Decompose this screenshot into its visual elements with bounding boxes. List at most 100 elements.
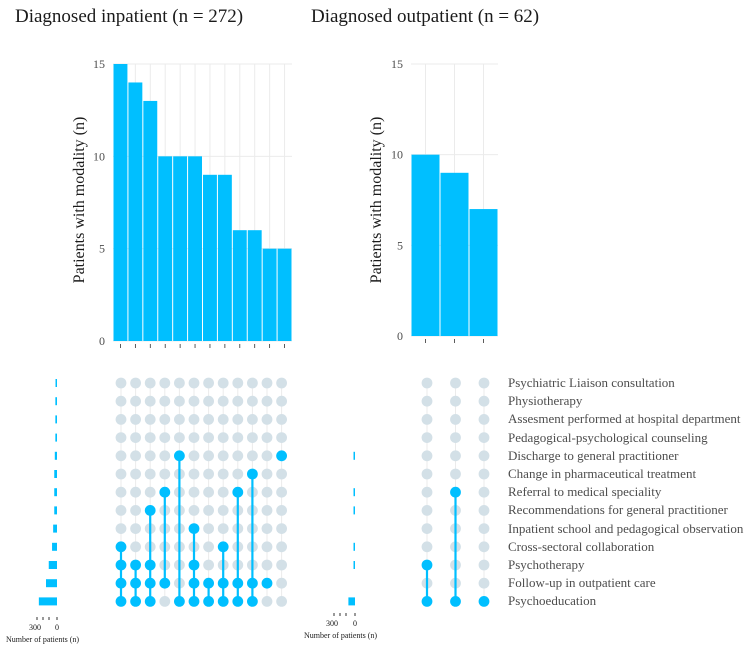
intersection-bar [128, 82, 143, 341]
matrix-dot-inactive [203, 432, 215, 443]
matrix-dot-inactive [217, 450, 229, 462]
matrix-dot-inactive [478, 541, 490, 553]
matrix-dot-inactive [450, 450, 461, 462]
matrix-dot-inactive [115, 468, 127, 480]
matrix-dot-inactive [130, 432, 142, 443]
matrix-dot-active [261, 577, 273, 589]
matrix-dot-inactive [144, 414, 156, 425]
intersection-bar [217, 174, 232, 341]
matrix-dot-inactive [115, 523, 127, 534]
matrix-dot-inactive [247, 377, 258, 389]
matrix-dot-inactive [276, 468, 287, 480]
matrix-dot-inactive [478, 377, 490, 389]
matrix-dot-inactive [450, 468, 461, 480]
matrix-dot-inactive [203, 523, 215, 534]
intersection-bar [411, 154, 440, 336]
set-size-tick-label: 0 [55, 623, 59, 632]
set-size-bar [54, 451, 57, 460]
matrix-dot-inactive [478, 395, 490, 407]
matrix-dot-inactive [159, 395, 171, 407]
matrix-dot-inactive [130, 377, 142, 389]
set-label: Assesment performed at hospital departme… [508, 411, 741, 427]
set-size-bar [353, 542, 355, 551]
matrix-dot-inactive [203, 414, 215, 425]
intersection-bar [247, 230, 262, 341]
matrix-dot-inactive [232, 414, 244, 425]
matrix-dot-inactive [159, 432, 171, 443]
matrix-dot-inactive [217, 523, 229, 534]
matrix-dot-inactive [261, 523, 273, 534]
matrix-dot-inactive [247, 395, 258, 407]
set-size-bar [353, 451, 355, 460]
y-tick-label: 10 [391, 148, 403, 162]
matrix-dot-inactive [421, 541, 433, 553]
matrix-dot-inactive [232, 395, 244, 407]
matrix-dot-inactive [478, 559, 490, 571]
inpatient-title: Diagnosed inpatient (n = 272) [15, 6, 244, 27]
matrix-dot-inactive [130, 468, 142, 480]
matrix-dot-inactive [261, 450, 273, 462]
matrix-dot-inactive [478, 450, 490, 462]
matrix-dot-inactive [478, 468, 490, 480]
matrix-dot-inactive [115, 395, 127, 407]
matrix-dot-inactive [159, 450, 171, 462]
matrix-dot-inactive [217, 414, 229, 425]
matrix-dot-inactive [144, 377, 156, 389]
outpatient-set-size-xlabel: Number of patients (n) [304, 631, 378, 640]
matrix-dot-inactive [478, 523, 490, 534]
matrix-dot-inactive [421, 432, 433, 443]
matrix-dot-inactive [174, 432, 185, 443]
matrix-dot-inactive [421, 395, 433, 407]
matrix-dot-inactive [203, 450, 215, 462]
matrix-dot-inactive [421, 486, 433, 498]
matrix-dot-inactive [115, 486, 127, 498]
matrix-dot-inactive [144, 468, 156, 480]
set-label: Cross-sectoral collaboration [508, 538, 655, 554]
matrix-dot-inactive [276, 523, 287, 534]
matrix-dot-inactive [478, 577, 490, 589]
matrix-dot-inactive [421, 505, 433, 516]
matrix-dot-inactive [261, 505, 273, 516]
intersection-bar [440, 172, 469, 336]
intersection-bar [232, 230, 247, 341]
intersection-bar [143, 100, 158, 341]
matrix-dot-inactive [247, 414, 258, 425]
matrix-dot-inactive [203, 377, 215, 389]
matrix-dot-inactive [276, 414, 287, 425]
matrix-dot-inactive [421, 468, 433, 480]
matrix-dot-inactive [188, 414, 200, 425]
set-label: Change in pharmaceutical treatment [508, 466, 697, 481]
matrix-dot-inactive [188, 450, 200, 462]
matrix-dot-inactive [115, 377, 127, 389]
matrix-dot-inactive [130, 541, 142, 553]
set-label: Psychotherapy [508, 557, 585, 572]
matrix-dot-inactive [174, 414, 185, 425]
set-label: Follow-up in outpatient care [508, 575, 656, 591]
set-label: Discharge to general practitioner [508, 447, 679, 463]
matrix-dot-inactive [247, 432, 258, 443]
matrix-dot-inactive [130, 395, 142, 407]
set-size-bar [353, 488, 355, 497]
inpatient-y-axis-label: Patients with modality (n) [71, 116, 88, 284]
matrix-dot-inactive [450, 432, 461, 443]
matrix-dot-inactive [421, 414, 433, 425]
matrix-dot-inactive [276, 505, 287, 516]
y-tick-label: 5 [397, 238, 403, 252]
matrix-dot-inactive [159, 377, 171, 389]
y-tick-label: 0 [99, 334, 105, 348]
set-size-tick-label: 0 [353, 619, 357, 628]
matrix-dot-inactive [203, 395, 215, 407]
y-tick-label: 0 [397, 329, 403, 343]
matrix-dot-inactive [478, 414, 490, 425]
matrix-dot-inactive [217, 432, 229, 443]
set-size-bar [55, 433, 57, 442]
matrix-dot-inactive [115, 432, 127, 443]
set-size-tick-label: 300 [29, 623, 41, 632]
matrix-dot-inactive [450, 414, 461, 425]
set-size-bar [55, 397, 57, 406]
matrix-dot-inactive [217, 377, 229, 389]
set-label: Physiotherapy [508, 393, 583, 409]
set-label: Psychoeducation [508, 593, 597, 609]
matrix-dot-inactive [188, 395, 200, 407]
